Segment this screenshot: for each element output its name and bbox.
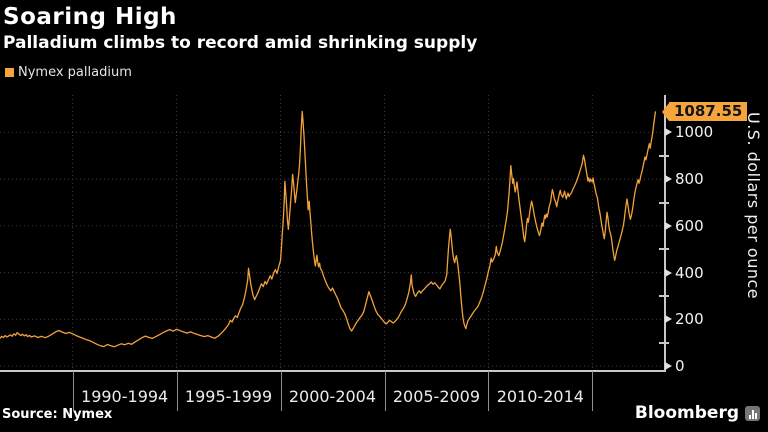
y-tick-label: 800 xyxy=(675,170,704,189)
x-bin-divider xyxy=(72,371,74,411)
y-minor-tick xyxy=(659,294,669,297)
x-bin-label: 2000-2004 xyxy=(288,387,377,406)
x-bin-label: 2010-2014 xyxy=(496,387,584,406)
chart-svg xyxy=(0,95,663,371)
x-bin-divider xyxy=(488,371,490,411)
x-bin-label: 1995-1999 xyxy=(184,387,273,406)
y-axis-title: U.S. dollars per ounce xyxy=(744,112,763,300)
x-bin-divider xyxy=(592,371,594,411)
y-tick-label: 400 xyxy=(675,263,704,282)
y-minor-tick xyxy=(659,201,669,204)
legend-label: Nymex palladium xyxy=(18,65,132,80)
y-tick-arrow-icon xyxy=(665,362,672,370)
y-tick-label: 600 xyxy=(675,216,704,235)
x-bin-divider xyxy=(384,371,386,411)
y-tick-arrow-icon xyxy=(665,315,672,324)
plot-area xyxy=(0,95,665,372)
legend: Nymex palladium xyxy=(5,65,132,80)
y-tick-label: 1000 xyxy=(675,123,714,142)
y-tick-label: 0 xyxy=(675,357,685,375)
y-tick-label: 200 xyxy=(675,310,704,329)
legend-swatch-icon xyxy=(5,68,14,77)
y-tick-arrow-icon xyxy=(665,175,672,184)
y-minor-tick xyxy=(659,248,669,251)
x-bin-divider xyxy=(280,371,282,411)
y-axis-line xyxy=(664,95,666,372)
price-line xyxy=(0,110,657,348)
brand: Bloomberg xyxy=(635,403,760,423)
page-subtitle: Palladium climbs to record amid shrinkin… xyxy=(3,33,478,53)
y-tick-arrow-icon xyxy=(665,128,672,137)
x-axis-line xyxy=(0,370,666,372)
last-price-tag: 1087.55 xyxy=(669,102,748,122)
y-tick-arrow-icon xyxy=(665,221,672,230)
source-note: Source: Nymex xyxy=(2,407,113,422)
bloomberg-terminal-icon xyxy=(745,405,760,421)
page-title: Soaring High xyxy=(3,4,177,30)
x-bin-label: 2005-2009 xyxy=(392,387,481,406)
y-minor-tick xyxy=(659,154,669,157)
y-minor-tick xyxy=(659,341,669,344)
y-tick-arrow-icon xyxy=(665,268,672,277)
brand-wordmark: Bloomberg xyxy=(634,403,739,423)
x-bin-label: 1990-1994 xyxy=(81,387,169,406)
x-bin-divider xyxy=(176,371,178,411)
